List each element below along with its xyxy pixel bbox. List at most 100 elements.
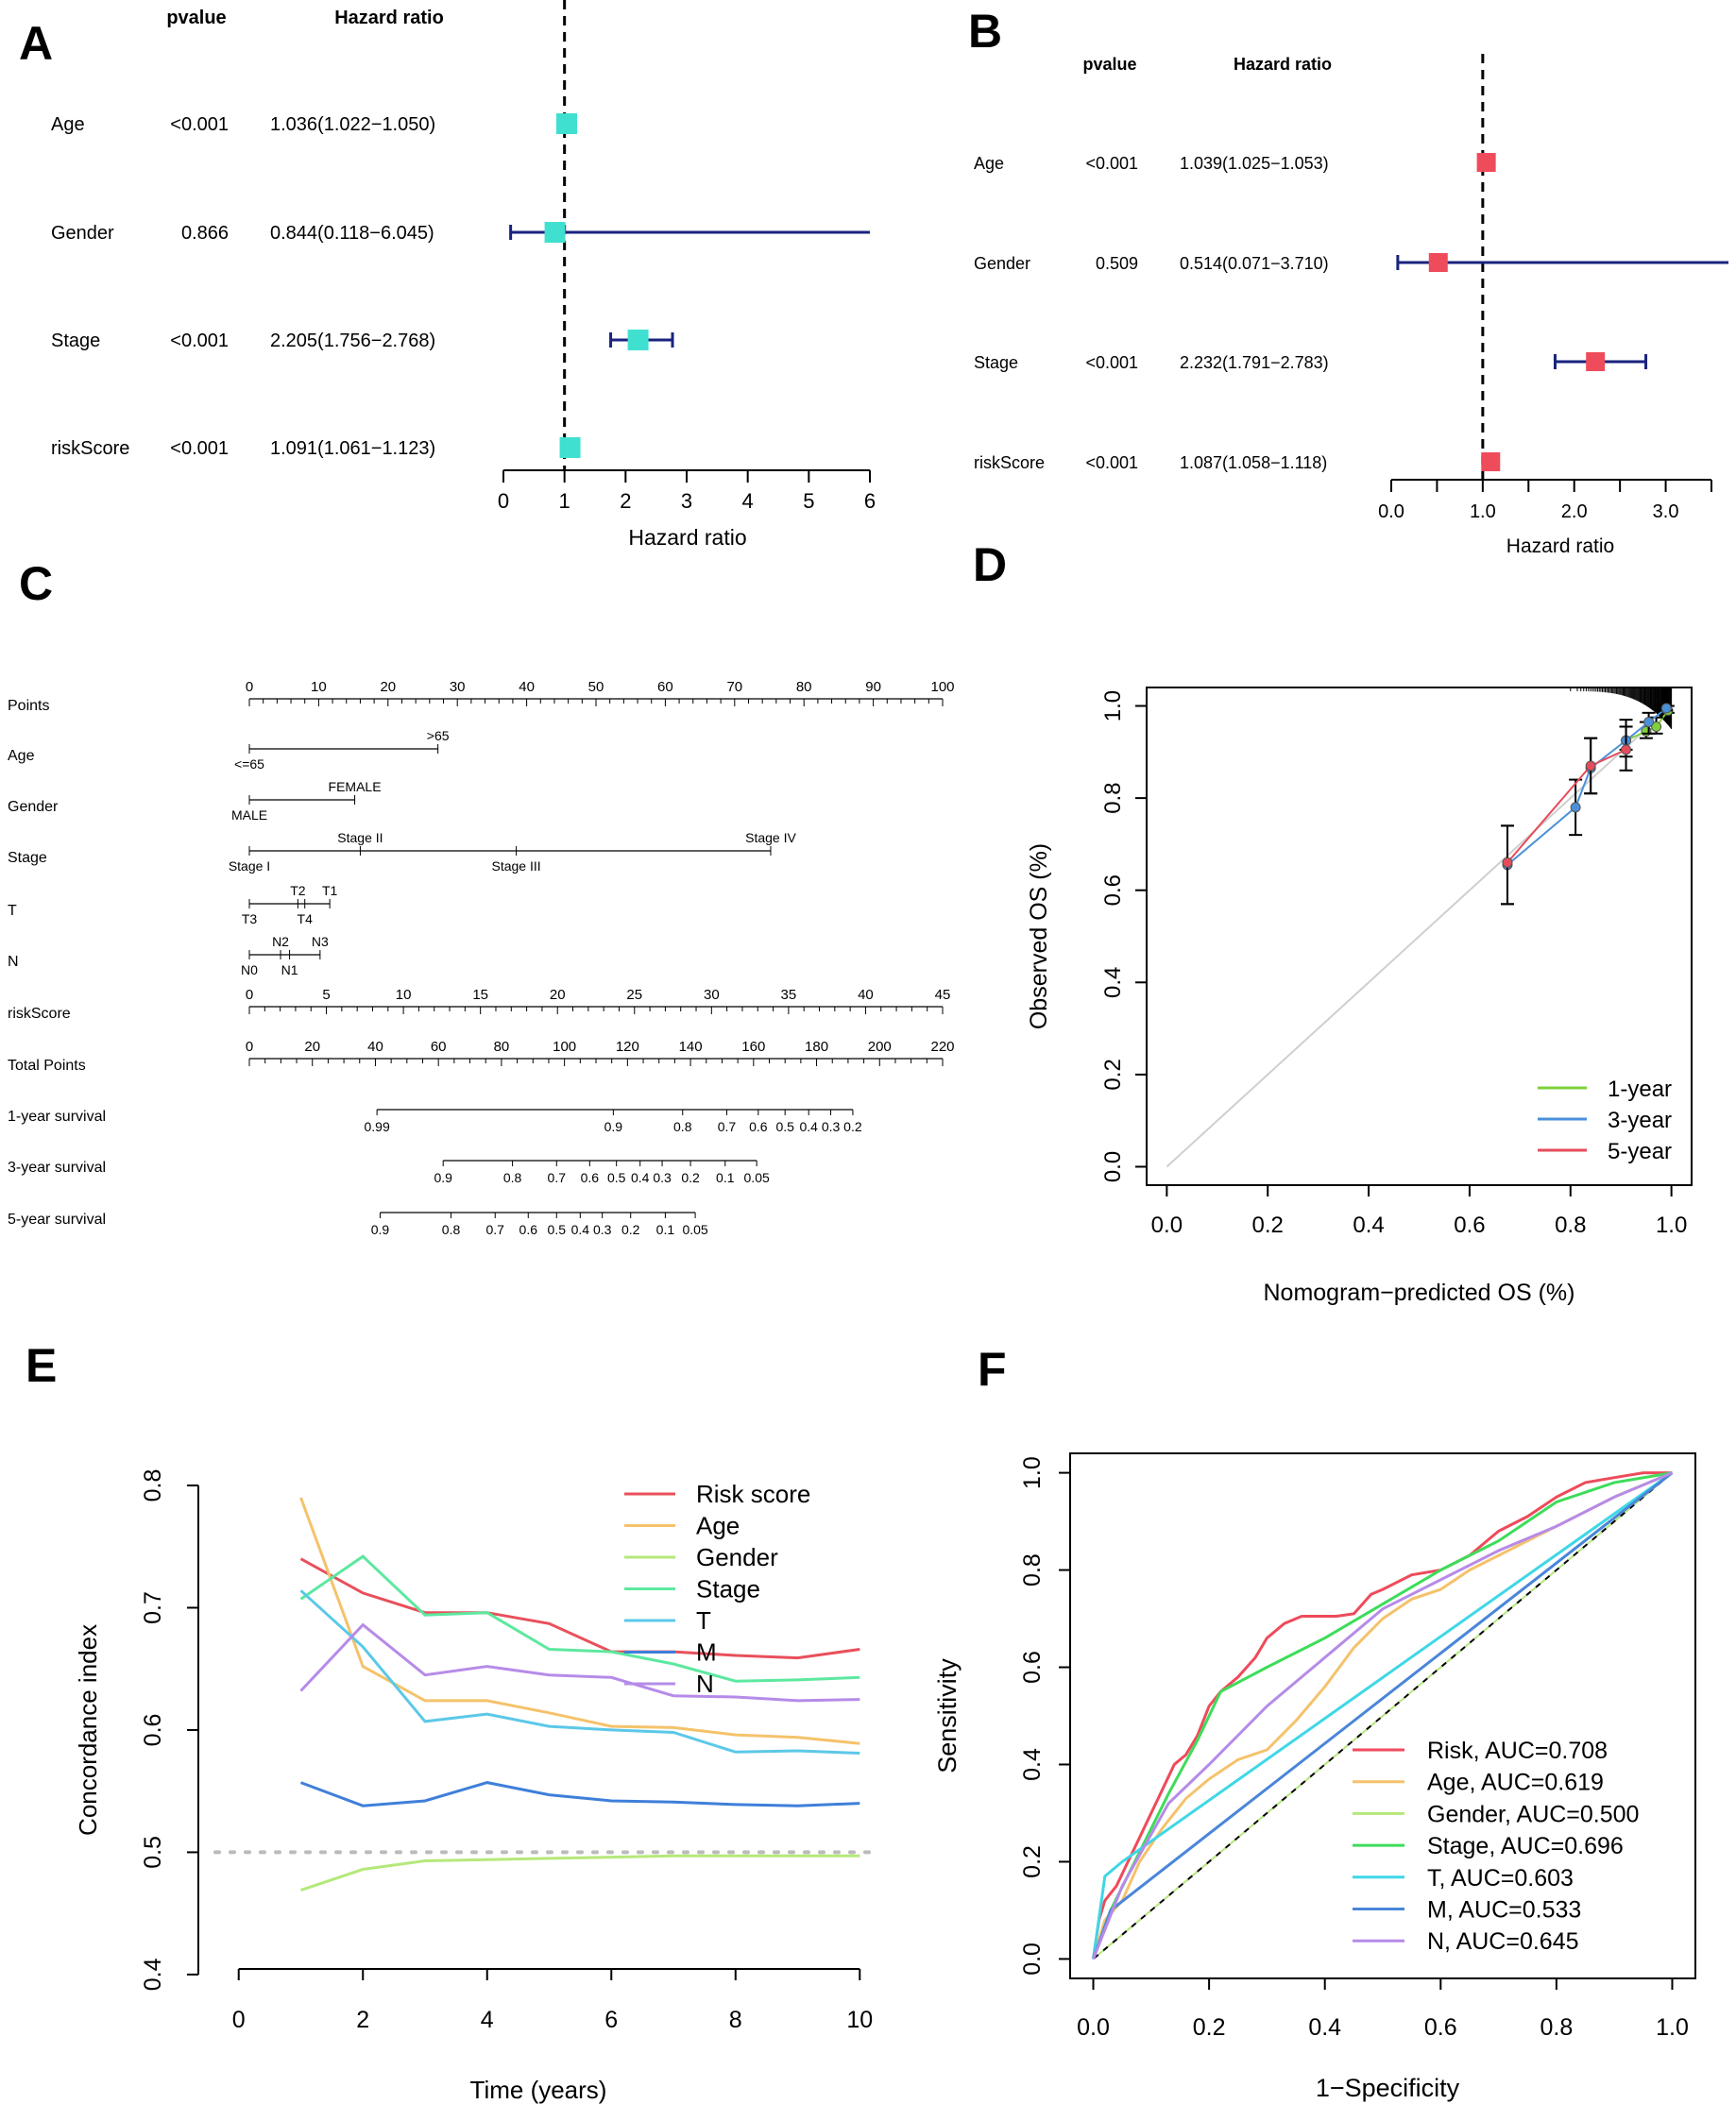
nomogram-survival-label: 0.2 (843, 1119, 862, 1134)
nomogram-level-label: Stage II (337, 830, 383, 845)
x-tick-label: 6 (864, 489, 876, 513)
x-tick-label: 6 (604, 2007, 618, 2033)
x-tick-label: 0 (232, 2007, 246, 2033)
nomogram-tick-label: 50 (588, 679, 604, 695)
nomogram-survival-label: 0.7 (718, 1119, 737, 1134)
y-tick-label: 1.0 (1100, 690, 1126, 721)
nomogram-survival-label: 0.1 (716, 1170, 735, 1185)
panel-label-b: B (968, 5, 1002, 58)
x-tick-label: 0.4 (1308, 2014, 1341, 2041)
calibration-line-1-year (1625, 709, 1669, 742)
hr-marker (544, 222, 566, 243)
x-tick-label: 1.0 (1656, 1213, 1687, 1238)
x-axis-title: Nomogram−predicted OS (%) (1264, 1280, 1575, 1306)
x-tick-label: 10 (846, 2007, 873, 2033)
ideal-reference-line (1166, 704, 1673, 1168)
nomogram-tick-label: 30 (704, 987, 720, 1003)
row-hazard-ratio: 1.091(1.061−1.123) (270, 438, 435, 459)
x-tick-label: 0.6 (1454, 1213, 1485, 1238)
nomogram-survival-label: 0.4 (799, 1119, 818, 1134)
legend-label: 5-year (1608, 1139, 1672, 1164)
row-pvalue: <0.001 (170, 438, 229, 459)
y-tick-label: 0.2 (1019, 1845, 1046, 1878)
nomogram-tick-label: 25 (626, 987, 642, 1003)
x-axis-title: Hazard ratio (628, 525, 746, 550)
nomogram-tick-label: 5 (322, 987, 330, 1003)
nomogram-level-label: T1 (322, 883, 338, 898)
y-tick-label: 0.4 (140, 1958, 166, 1991)
legend-label: Stage (696, 1575, 760, 1603)
y-tick-label: 0.7 (140, 1591, 166, 1624)
nomogram-tick-label: 140 (679, 1039, 703, 1055)
nomogram-tick-label: 10 (311, 679, 327, 695)
x-tick-label: 0.0 (1077, 2014, 1110, 2041)
hr-marker (1428, 253, 1448, 272)
row-pvalue: <0.001 (170, 331, 229, 351)
legend-label: T, AUC=0.603 (1427, 1865, 1574, 1892)
x-tick-label: 4 (481, 2007, 494, 2033)
nomogram-survival-label: 0.05 (744, 1170, 770, 1185)
row-hazard-ratio: 1.087(1.058−1.118) (1180, 453, 1327, 472)
chance-diagonal (1092, 1471, 1674, 1960)
y-tick-label: 0.4 (1100, 967, 1126, 998)
row-label: Age (974, 154, 1004, 173)
legend-label: N (696, 1670, 714, 1698)
x-tick-label: 2 (356, 2007, 369, 2033)
x-tick-label: 4 (742, 489, 754, 513)
nomogram-level-label: Stage IV (745, 830, 796, 845)
y-tick-label: 0.6 (1100, 874, 1126, 906)
nomogram-survival-label: 0.5 (607, 1170, 626, 1185)
nomogram-tick-label: 160 (741, 1039, 765, 1055)
nomogram-row-label: Age (8, 748, 35, 764)
roc-curve-stage (1092, 1471, 1673, 1960)
nomogram-tick-label: 40 (367, 1039, 383, 1055)
nomogram-survival-label: 0.5 (775, 1119, 794, 1134)
nomogram-survival-label: 0.6 (519, 1222, 538, 1237)
nomogram-tick-label: 15 (472, 987, 488, 1003)
legend-label: M, AUC=0.533 (1427, 1897, 1581, 1924)
nomogram-survival-label: 0.8 (503, 1170, 522, 1185)
nomogram-tick-label: 45 (935, 987, 951, 1003)
legend-label: 1-year (1608, 1077, 1672, 1102)
row-pvalue: <0.001 (170, 114, 229, 135)
legend-label: T (696, 1606, 711, 1635)
legend-label: N, AUC=0.645 (1427, 1928, 1579, 1955)
x-tick-label: 0.6 (1424, 2014, 1457, 2041)
nomogram-level-label: T3 (242, 911, 258, 926)
forest-plot-a: pvalue Hazard ratio Age <0.001 1.036(1.022−1… (51, 0, 876, 550)
x-tick-label: 0.0 (1151, 1213, 1183, 1238)
nomogram-row-label: 3-year survival (8, 1160, 106, 1176)
nomogram-tick-label: 40 (519, 679, 535, 695)
y-axis-title: Observed OS (%) (1026, 843, 1052, 1029)
pvalue-header: pvalue (166, 8, 226, 28)
nomogram-tick-label: 40 (858, 987, 874, 1003)
x-tick-label: 0.8 (1540, 2014, 1574, 2041)
roc-curve-gender (1092, 1471, 1674, 1960)
nomogram-survival-label: 0.4 (571, 1222, 590, 1237)
x-tick-label: 8 (729, 2007, 742, 2033)
nomogram-level-label: N0 (241, 962, 258, 977)
y-tick-label: 0.0 (1100, 1151, 1126, 1182)
nomogram-tick-label: 60 (431, 1039, 447, 1055)
nomogram-tick-label: 70 (726, 679, 742, 695)
nomogram-row-label: Gender (8, 799, 59, 815)
x-axis-title: Time (years) (470, 2076, 607, 2104)
series-line-t (299, 1589, 860, 1755)
hr-marker (555, 113, 577, 134)
hazard-ratio-header: Hazard ratio (1234, 55, 1332, 74)
nomogram-tick-label: 20 (550, 987, 566, 1003)
panel-label-c: C (19, 557, 53, 610)
y-tick-label: 0.4 (1019, 1748, 1046, 1781)
nomogram-survival-label: 0.4 (631, 1170, 650, 1185)
nomogram-level-label: N3 (312, 934, 329, 949)
nomogram-survival-label: 0.05 (682, 1222, 707, 1237)
row-hazard-ratio: 1.039(1.025−1.053) (1180, 154, 1329, 173)
calibration-plot-d: 0.0 0.0 0.2 0.2 0.4 0.4 0.6 0.6 0.8 0.8 1.0 1.0 Nomo… (1026, 687, 1693, 1306)
panel-label-d: D (973, 538, 1007, 591)
nomogram-level-label: N1 (281, 962, 298, 977)
roc-curve-age (1092, 1471, 1674, 1960)
legend-label: Gender (696, 1543, 778, 1571)
